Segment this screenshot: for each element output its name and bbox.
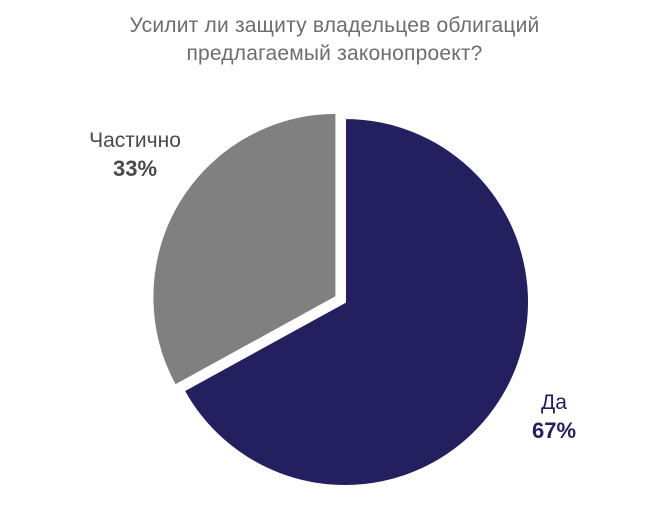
pie-slice-yes <box>182 116 530 487</box>
slice-name-partial: Частично <box>89 129 181 152</box>
chart-title: Усилит ли защиту владельцев облигаций пр… <box>0 12 669 68</box>
slice-percent-yes: 67% <box>531 418 577 443</box>
chart-title-line-2: предлагаемый законопроект? <box>186 42 483 65</box>
slice-label-partial: Частично 33% <box>80 128 190 184</box>
slice-percent-partial: 33% <box>112 156 158 181</box>
slice-label-yes: Да 67% <box>518 390 590 446</box>
pie-slices <box>151 111 530 487</box>
pie-slice-partial <box>151 111 338 387</box>
chart-title-line-1: Усилит ли защиту владельцев облигаций <box>129 14 540 37</box>
slice-name-yes: Да <box>541 391 567 414</box>
